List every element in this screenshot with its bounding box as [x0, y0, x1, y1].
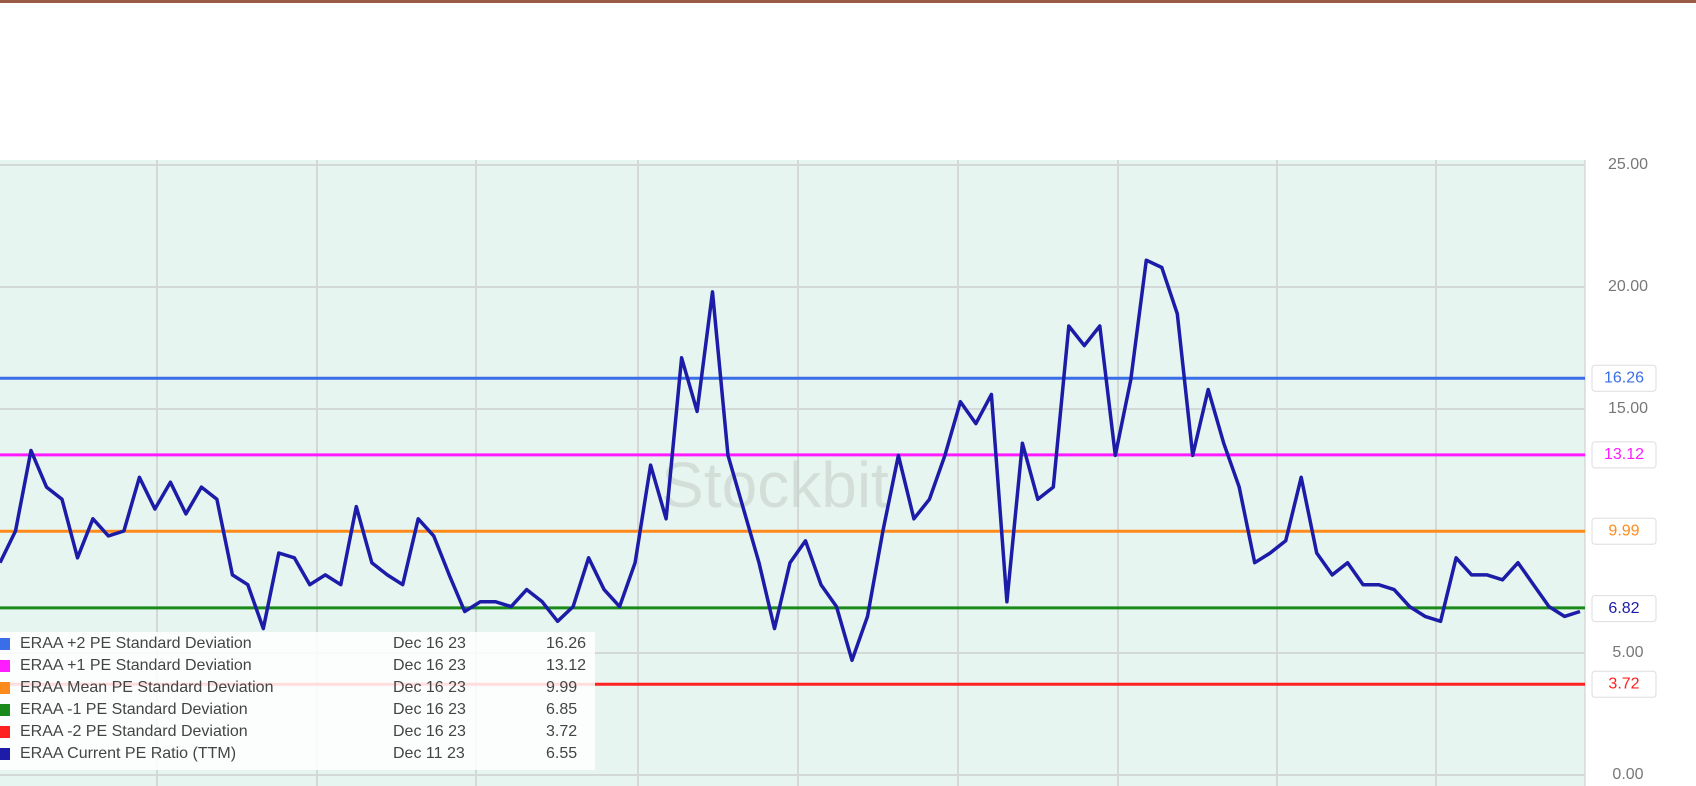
- legend-swatch: [0, 726, 10, 738]
- legend-date: Dec 16 23: [393, 657, 466, 674]
- legend-name: ERAA -2 PE Standard Deviation: [20, 723, 248, 740]
- value-tag-label: 6.82: [1608, 600, 1639, 617]
- legend-swatch: [0, 704, 10, 716]
- y-tick-label: 15.00: [1608, 400, 1648, 417]
- legend-date: Dec 11 23: [393, 745, 465, 762]
- legend-date: Dec 16 23: [393, 635, 466, 652]
- legend-swatch: [0, 660, 10, 672]
- legend-swatch: [0, 682, 10, 694]
- legend-date: Dec 16 23: [393, 679, 466, 696]
- y-tick-label: 5.00: [1612, 644, 1643, 661]
- legend-value: 13.12: [546, 657, 586, 674]
- legend-date: Dec 16 23: [393, 723, 466, 740]
- legend-swatch: [0, 748, 10, 760]
- value-tag-label: 3.72: [1608, 675, 1639, 692]
- legend-value: 6.85: [546, 701, 577, 718]
- legend-swatch: [0, 638, 10, 650]
- legend-name: ERAA Current PE Ratio (TTM): [20, 745, 236, 762]
- watermark: Stockbit: [661, 449, 889, 521]
- legend-name: ERAA +1 PE Standard Deviation: [20, 657, 252, 674]
- y-tick-label: 20.00: [1608, 278, 1648, 295]
- legend-value: 9.99: [546, 679, 577, 696]
- legend-value: 3.72: [546, 723, 577, 740]
- legend-name: ERAA -1 PE Standard Deviation: [20, 701, 248, 718]
- y-tick-label: 0.00: [1612, 766, 1643, 783]
- y-tick-label: 25.00: [1608, 156, 1648, 173]
- chart: Stockbit 0.005.0010.0015.0020.0025.0016.…: [0, 0, 1696, 786]
- legend-value: 16.26: [546, 635, 586, 652]
- value-tag-label: 13.12: [1604, 446, 1644, 463]
- legend-name: ERAA +2 PE Standard Deviation: [20, 635, 252, 652]
- legend-date: Dec 16 23: [393, 701, 466, 718]
- top-border: [0, 0, 1696, 3]
- legend-value: 6.55: [546, 745, 577, 762]
- value-tag-label: 9.99: [1608, 522, 1639, 539]
- value-tag-label: 16.26: [1604, 369, 1644, 386]
- legend-name: ERAA Mean PE Standard Deviation: [20, 679, 273, 696]
